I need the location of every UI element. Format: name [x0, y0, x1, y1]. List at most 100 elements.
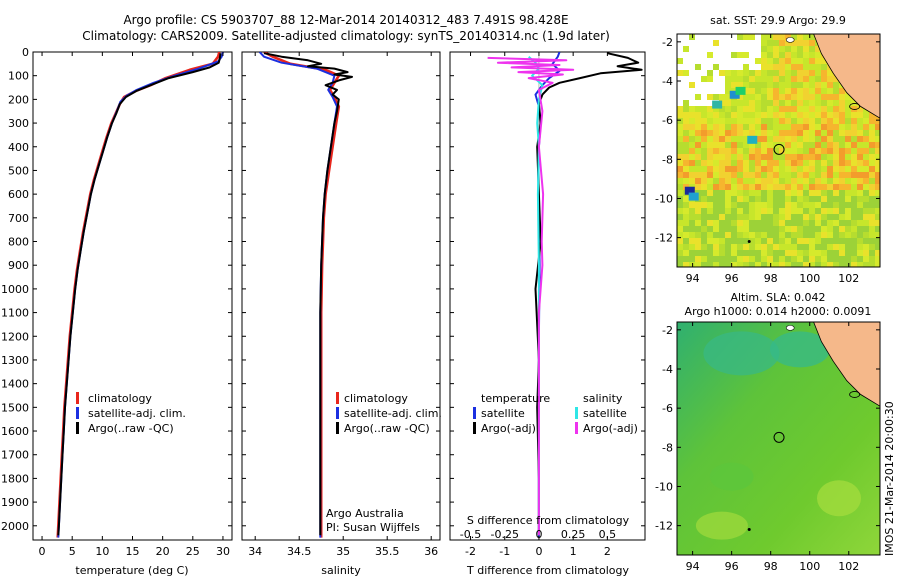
sst-cell [719, 250, 725, 256]
sst-cell [761, 130, 767, 136]
sst-cell [743, 130, 749, 136]
sst-cell [851, 160, 857, 166]
sst-cell [767, 100, 773, 106]
x-tick-label: 35 [336, 545, 350, 558]
sst-cell [779, 64, 785, 70]
sst-cell [797, 172, 803, 178]
sst-cell [791, 142, 797, 148]
sst-cell [683, 226, 689, 232]
sst-cell [785, 100, 791, 106]
sst-cell [869, 118, 875, 124]
sst-cell [827, 232, 833, 238]
sst-cell [815, 184, 821, 190]
sst-cell [869, 202, 875, 208]
sst-cell [857, 208, 863, 214]
sst-cell [701, 208, 707, 214]
sst-cell [731, 238, 737, 244]
sst-cell [791, 172, 797, 178]
sst-cell [827, 196, 833, 202]
sst-cell [869, 244, 875, 250]
sst-cell [857, 142, 863, 148]
lat-tick-label: -2 [662, 324, 673, 337]
sst-cell [743, 148, 749, 154]
sst-cell [797, 82, 803, 88]
sst-cell [731, 220, 737, 226]
sst-cell [803, 142, 809, 148]
sst-cell [809, 100, 815, 106]
salinity-legend-sat: satellite-adj. clim. [344, 407, 442, 420]
sst-cell [815, 214, 821, 220]
depth-tick-label: 800 [8, 236, 29, 249]
sst-cell [677, 196, 683, 202]
sst-cell [821, 142, 827, 148]
s-diff-tick-label: 0.5 [599, 528, 617, 541]
sst-cell [689, 220, 695, 226]
sst-cell [725, 238, 731, 244]
lat-tick-label: -10 [655, 480, 673, 493]
sst-cell [677, 184, 683, 190]
sst-cell [683, 178, 689, 184]
sst-cell [761, 100, 767, 106]
sst-cell [713, 136, 719, 142]
sst-cell [785, 124, 791, 130]
sst-cell [737, 172, 743, 178]
sst-cell [713, 40, 719, 46]
sst-cell [707, 70, 713, 76]
sst-cell [845, 262, 851, 267]
sst-cell [695, 178, 701, 184]
sst-cell [683, 130, 689, 136]
sst-cell [677, 238, 683, 244]
sst-cell [731, 124, 737, 130]
sst-cell [737, 220, 743, 226]
depth-tick-label: 0 [22, 46, 29, 59]
sst-cell [857, 160, 863, 166]
sst-cell [869, 130, 875, 136]
sst-cell [815, 154, 821, 160]
sst-cell [719, 238, 725, 244]
sst-cell [731, 148, 737, 154]
sst-cell [803, 64, 809, 70]
sst-cell [779, 76, 785, 82]
sst-cell [809, 214, 815, 220]
sst-cell [809, 58, 815, 64]
sst-cell [857, 106, 863, 112]
sst-cell [827, 154, 833, 160]
sst-cell [713, 220, 719, 226]
sst-cell [839, 226, 845, 232]
sst-cell [719, 196, 725, 202]
sst-cell [707, 130, 713, 136]
sst-cell [719, 232, 725, 238]
sst-cell [755, 208, 761, 214]
sst-cell [779, 58, 785, 64]
sst-cell [809, 262, 815, 267]
sst-cell [767, 76, 773, 82]
sst-cell [713, 148, 719, 154]
sst-cell [761, 46, 767, 52]
sst-cell [689, 178, 695, 184]
sst-cell [683, 160, 689, 166]
sst-cell [839, 172, 845, 178]
x-tick-label: 5 [69, 545, 76, 558]
sst-cell [689, 250, 695, 256]
sst-cell [833, 106, 839, 112]
difference-legend: temperature salinity satellite Argo(-adj… [473, 392, 638, 435]
sst-cell [689, 202, 695, 208]
x-tick-label: -2 [465, 545, 476, 558]
sst-cell [713, 226, 719, 232]
sst-cell [767, 136, 773, 142]
sst-cell [713, 256, 719, 262]
sst-cell [737, 52, 743, 58]
sst-cell [827, 76, 833, 82]
x-tick-label: 0 [535, 545, 542, 558]
sst-cell [695, 94, 701, 100]
sla-anomaly-blob [709, 462, 754, 491]
island-christmas [747, 240, 751, 244]
sst-cell [773, 190, 779, 196]
sst-cell [869, 178, 875, 184]
depth-tick-label: 900 [8, 259, 29, 272]
sst-cell [707, 244, 713, 250]
sst-cell [803, 58, 809, 64]
sst-cell [851, 112, 857, 118]
sst-cell [779, 154, 785, 160]
sst-cell [707, 106, 713, 112]
